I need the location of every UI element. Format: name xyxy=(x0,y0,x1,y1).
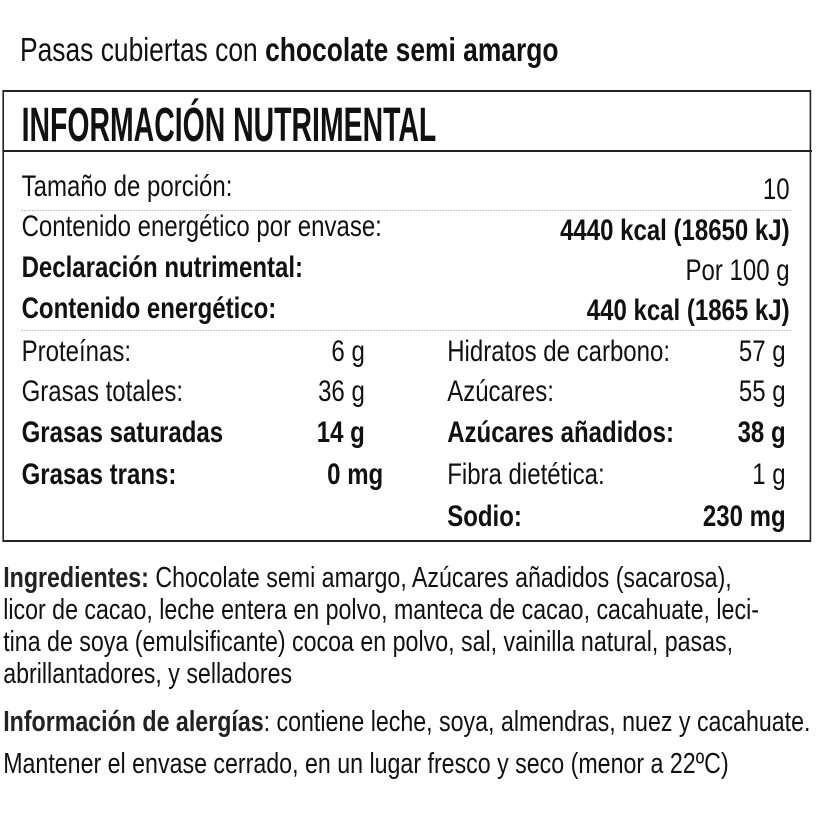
nutrient-label: Grasas trans: xyxy=(21,458,177,491)
serving-label: Tamaño de porción: xyxy=(21,170,233,203)
declaration-value: Por 100 g xyxy=(685,254,790,287)
title-regular: Pasas cubiertas con xyxy=(20,31,266,68)
nutrient-label: Proteínas: xyxy=(21,335,132,368)
nutrient-value: 55 g xyxy=(738,375,786,408)
nutrient-value: 1 g xyxy=(752,458,786,491)
title-bold: chocolate semi amargo xyxy=(265,31,559,68)
nutrient-label: Grasas totales: xyxy=(21,375,184,408)
energy-value: 440 kcal (1865 kJ) xyxy=(586,294,790,327)
nutrient-label: Azúcares añadidos: xyxy=(447,416,674,449)
nutrient-value: 36 g xyxy=(318,375,365,408)
nutrient-value: 0 mg xyxy=(327,458,384,491)
energy-package-value: 4440 kcal (18650 kJ) xyxy=(560,214,790,247)
product-title: Pasas cubiertas con chocolate semi amarg… xyxy=(20,30,559,70)
nutrition-facts-box xyxy=(2,90,812,542)
nutrient-value: 57 g xyxy=(738,335,786,368)
energy-package-label: Contenido energético por envase: xyxy=(21,210,382,243)
allergies-text: : contiene leche, soya, almendras, nuez … xyxy=(263,706,811,738)
ingredients-label: Ingredientes: xyxy=(3,562,149,594)
nutrient-label: Hidratos de carbono: xyxy=(447,335,670,368)
allergies-label: Información de alergías xyxy=(3,706,264,738)
nutrient-label: Azúcares: xyxy=(447,375,554,408)
ingredients-line: abrillantadores, y selladores xyxy=(3,658,293,690)
energy-label: Contenido energético: xyxy=(21,292,277,325)
panel-header: INFORMACIÓN NUTRIMENTAL xyxy=(21,99,437,152)
nutrient-value: 38 g xyxy=(737,416,786,449)
dotted-divider xyxy=(21,210,792,211)
header-divider xyxy=(2,150,812,152)
storage-line: Mantener el envase cerrado, en un lugar … xyxy=(3,748,729,780)
nutrient-value: 6 g xyxy=(331,335,365,368)
declaration-label: Declaración nutrimental: xyxy=(21,251,304,284)
ingredients-line: tina de soya (emulsificante) cocoa en po… xyxy=(3,626,734,658)
serving-value: 10 xyxy=(762,173,790,206)
dotted-divider xyxy=(21,330,792,331)
nutrient-value: 14 g xyxy=(316,416,365,449)
ingredients-line: licor de cacao, leche entera en polvo, m… xyxy=(3,594,759,626)
nutrient-label: Grasas saturadas xyxy=(21,416,224,449)
ingredients-text: Chocolate semi amargo, Azúcares añadidos… xyxy=(148,562,732,594)
nutrient-value: 230 mg xyxy=(702,500,786,533)
nutrient-label: Fibra dietética: xyxy=(447,458,605,491)
nutrient-label: Sodio: xyxy=(447,500,522,533)
ingredients-line: Ingredientes: Chocolate semi amargo, Azú… xyxy=(3,561,732,595)
allergies-line: Información de alergías: contiene leche,… xyxy=(3,705,810,739)
